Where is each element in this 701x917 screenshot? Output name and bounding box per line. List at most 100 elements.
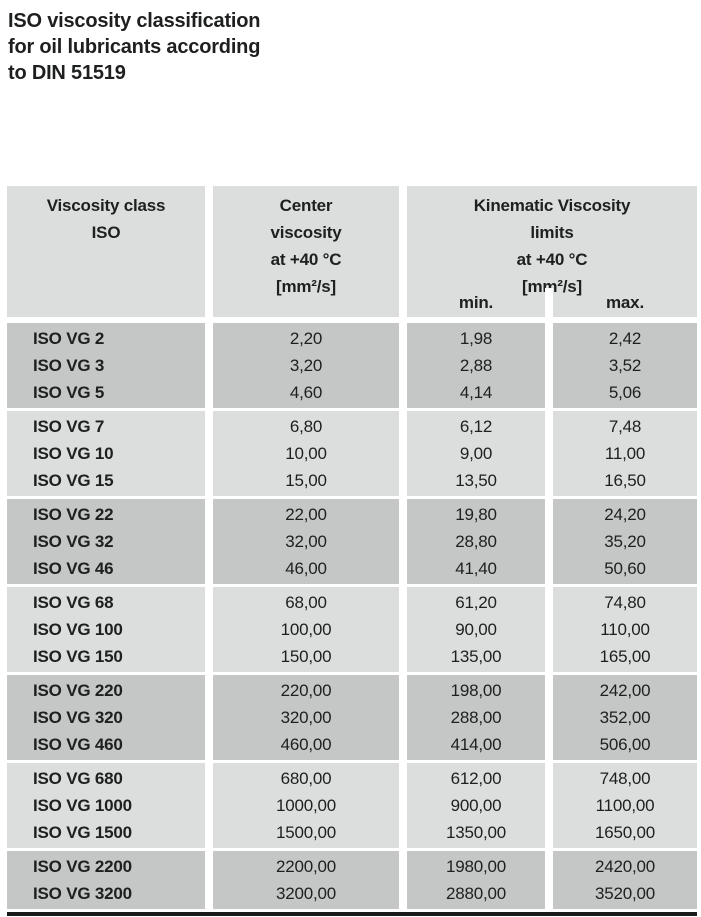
page-title: ISO viscosity classification for oil lub…: [8, 8, 260, 86]
center-value: 320,00: [280, 708, 332, 727]
min-value: 414,00: [450, 735, 502, 754]
viscosity-class-label: ISO VG 15: [33, 471, 114, 490]
center-value: 460,00: [280, 735, 332, 754]
max-value: 242,00: [599, 681, 651, 700]
center-value: 100,00: [280, 620, 332, 639]
max-value: 35,20: [604, 532, 646, 551]
row-label-cell: ISO VG 2 ISO VG 3 ISO VG 5: [7, 323, 205, 408]
row-group: ISO VG 2200 ISO VG 3200 2200,00 3200,00 1980…: [7, 851, 697, 909]
header-viscosity-class: Viscosity class ISO: [7, 186, 205, 317]
table-header: Viscosity class ISO Center viscosity at …: [7, 186, 697, 317]
max-value: 16,50: [604, 471, 646, 490]
center-value: 2200,00: [275, 857, 337, 876]
max-value: 50,60: [604, 559, 646, 578]
title-line: to DIN 51519: [8, 62, 126, 84]
viscosity-class-label: ISO VG 7: [33, 417, 105, 436]
header-line: [mm²/s]: [522, 277, 582, 296]
min-value: 198,00: [450, 681, 502, 700]
center-value: 46,00: [285, 559, 327, 578]
max-value: 748,00: [599, 769, 651, 788]
title-line: ISO viscosity classification: [8, 10, 261, 32]
center-value-cell: 220,00 320,00 460,00: [213, 675, 399, 760]
min-value: 612,00: [450, 769, 502, 788]
viscosity-class-label: ISO VG 10: [33, 444, 114, 463]
max-value-cell: 748,00 1100,00 1650,00: [553, 763, 697, 848]
max-value: 2420,00: [594, 857, 656, 876]
viscosity-class-label: ISO VG 68: [33, 593, 114, 612]
min-value: 41,40: [455, 559, 497, 578]
min-max-subheader: min. max.: [407, 288, 697, 317]
min-value-cell: 6,12 9,00 13,50: [407, 411, 545, 496]
max-value-cell: 2420,00 3520,00: [553, 851, 697, 909]
min-value-cell: 19,80 28,80 41,40: [407, 499, 545, 584]
row-group: ISO VG 220 ISO VG 320 ISO VG 460 220,00 320,…: [7, 675, 697, 760]
center-value: 2,20: [289, 329, 323, 348]
header-line: [mm²/s]: [276, 277, 336, 296]
center-value: 150,00: [280, 647, 332, 666]
max-value: 7,48: [608, 417, 642, 436]
viscosity-class-label: ISO VG 150: [33, 647, 123, 666]
max-value: 1650,00: [594, 823, 656, 842]
min-value: 1,98: [459, 329, 493, 348]
min-value: 6,12: [459, 417, 493, 436]
viscosity-class-label: ISO VG 3: [33, 356, 105, 375]
min-value: 1350,00: [445, 823, 507, 842]
center-value: 68,00: [285, 593, 327, 612]
center-value-cell: 2200,00 3200,00: [213, 851, 399, 909]
center-value: 1500,00: [275, 823, 337, 842]
row-group: ISO VG 22 ISO VG 32 ISO VG 46 22,00 32,00 46,…: [7, 499, 697, 584]
row-label-cell: ISO VG 680 ISO VG 1000 ISO VG 1500: [7, 763, 205, 848]
header-line: viscosity: [270, 223, 342, 242]
row-label-cell: ISO VG 2200 ISO VG 3200: [7, 851, 205, 909]
min-value: 135,00: [450, 647, 502, 666]
min-value: 90,00: [455, 620, 497, 639]
center-value: 22,00: [285, 505, 327, 524]
max-value-cell: 2,42 3,52 5,06: [553, 323, 697, 408]
max-value: 74,80: [604, 593, 646, 612]
viscosity-class-label: ISO VG 100: [33, 620, 123, 639]
viscosity-class-label: ISO VG 5: [33, 383, 105, 402]
center-value: 3200,00: [275, 884, 337, 903]
min-value-cell: 198,00 288,00 414,00: [407, 675, 545, 760]
min-value: 4,14: [459, 383, 493, 402]
center-value: 3,20: [289, 356, 323, 375]
viscosity-class-label: ISO VG 46: [33, 559, 114, 578]
max-value-cell: 7,48 11,00 16,50: [553, 411, 697, 496]
min-value: 13,50: [455, 471, 497, 490]
viscosity-class-label: ISO VG 320: [33, 708, 123, 727]
max-value: 1100,00: [595, 796, 655, 815]
max-value: 5,06: [608, 383, 642, 402]
max-value: 2,42: [608, 329, 642, 348]
header-line: Kinematic Viscosity: [473, 196, 631, 215]
center-value: 10,00: [285, 444, 327, 463]
row-group: ISO VG 2 ISO VG 3 ISO VG 5 2,20 3,20 4,60 1,98…: [7, 323, 697, 408]
viscosity-class-label: ISO VG 2200: [33, 857, 132, 876]
table-bottom-rule: [7, 912, 697, 916]
min-value: 61,20: [455, 593, 497, 612]
center-value: 680,00: [280, 769, 332, 788]
center-value-cell: 2,20 3,20 4,60: [213, 323, 399, 408]
center-value-cell: 68,00 100,00 150,00: [213, 587, 399, 672]
max-value: 110,00: [600, 620, 650, 639]
title-line: for oil lubricants according: [8, 36, 261, 58]
max-value-cell: 242,00 352,00 506,00: [553, 675, 697, 760]
min-value-cell: 1980,00 2880,00: [407, 851, 545, 909]
row-label-cell: ISO VG 7 ISO VG 10 ISO VG 15: [7, 411, 205, 496]
center-value: 15,00: [285, 471, 327, 490]
min-value-cell: 1,98 2,88 4,14: [407, 323, 545, 408]
row-group: ISO VG 68 ISO VG 100 ISO VG 150 68,00 100,00…: [7, 587, 697, 672]
min-value: 2,88: [459, 356, 493, 375]
min-value: 1980,00: [445, 857, 507, 876]
header-line: at +40 °C: [270, 250, 342, 269]
min-value-cell: 612,00 900,00 1350,00: [407, 763, 545, 848]
viscosity-class-label: ISO VG 680: [33, 769, 123, 788]
max-value-cell: 74,80 110,00 165,00: [553, 587, 697, 672]
viscosity-class-label: ISO VG 32: [33, 532, 114, 551]
row-label-cell: ISO VG 220 ISO VG 320 ISO VG 460: [7, 675, 205, 760]
max-value: 506,00: [599, 735, 651, 754]
center-value: 1000,00: [275, 796, 337, 815]
viscosity-class-label: ISO VG 3200: [33, 884, 132, 903]
header-kinematic-limits: Kinematic Viscosity limits at +40 °C [mm…: [407, 186, 697, 317]
max-value: 352,00: [599, 708, 651, 727]
viscosity-class-label: ISO VG 460: [33, 735, 123, 754]
